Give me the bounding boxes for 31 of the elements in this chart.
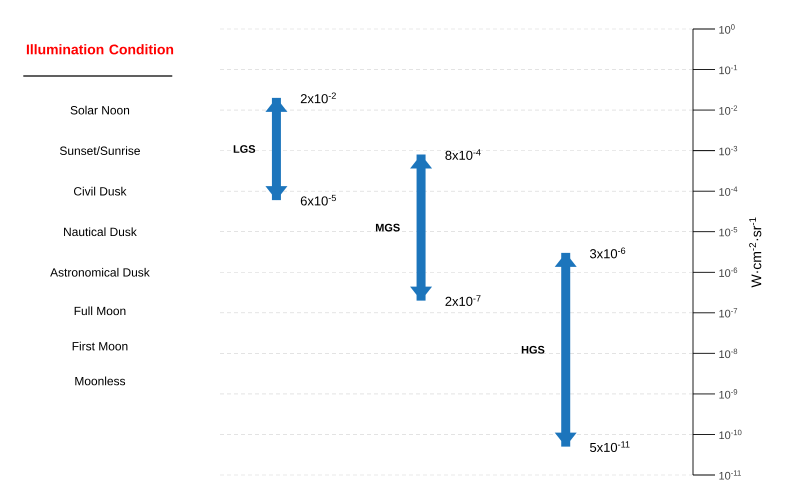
annotation: 2x10$^{-2}$: [300, 92, 336, 104]
text: Civil Dusk: [74, 186, 127, 196]
y-tick-label: 10$^{-10}$: [719, 430, 742, 440]
y-tick-label: 10$^{0}$: [719, 24, 735, 34]
annotation: 5x10$^{-11}$: [590, 441, 630, 452]
y-tick-label: 10$^{-8}$: [719, 348, 738, 358]
text: Astronomical Dusk: [50, 268, 150, 277]
series-label: LGS: [234, 145, 256, 153]
y-tick-label: 10$^{-5}$: [719, 227, 738, 236]
y-tick-label: 10$^{-3}$: [719, 146, 738, 156]
series-label: HGS: [522, 346, 544, 354]
y-tick-label: 10$^{-4}$: [719, 186, 738, 196]
text: First Moon: [72, 342, 128, 350]
y-tick-label: 10$^{-1}$: [719, 64, 738, 74]
text: Sunset/Sunrise: [60, 146, 140, 156]
y-tick-label: 10$^{-2}$: [719, 105, 738, 115]
text: Illumination Condition: [26, 44, 174, 54]
text: Full Moon: [74, 306, 126, 316]
annotation: 2x10$^{-7}$: [445, 295, 481, 306]
y-tick-label: 10$^{-9}$: [719, 389, 738, 399]
y-axis-title: W·cm$^{-2}$·sr$^{-1}$: [749, 217, 762, 288]
text: Moonless: [75, 376, 126, 386]
series-label: MGS: [376, 224, 400, 232]
y-tick-label: 10$^{-6}$: [719, 268, 738, 277]
text: Nautical Dusk: [64, 227, 137, 236]
y-tick-label: 10$^{-11}$: [719, 470, 741, 480]
annotation: 6x10$^{-5}$: [300, 194, 336, 206]
annotation: 8x10$^{-4}$: [445, 149, 481, 160]
text: Solar Noon: [70, 106, 130, 114]
annotation: 3x10$^{-6}$: [590, 248, 626, 258]
y-tick-label: 10$^{-7}$: [719, 308, 738, 318]
